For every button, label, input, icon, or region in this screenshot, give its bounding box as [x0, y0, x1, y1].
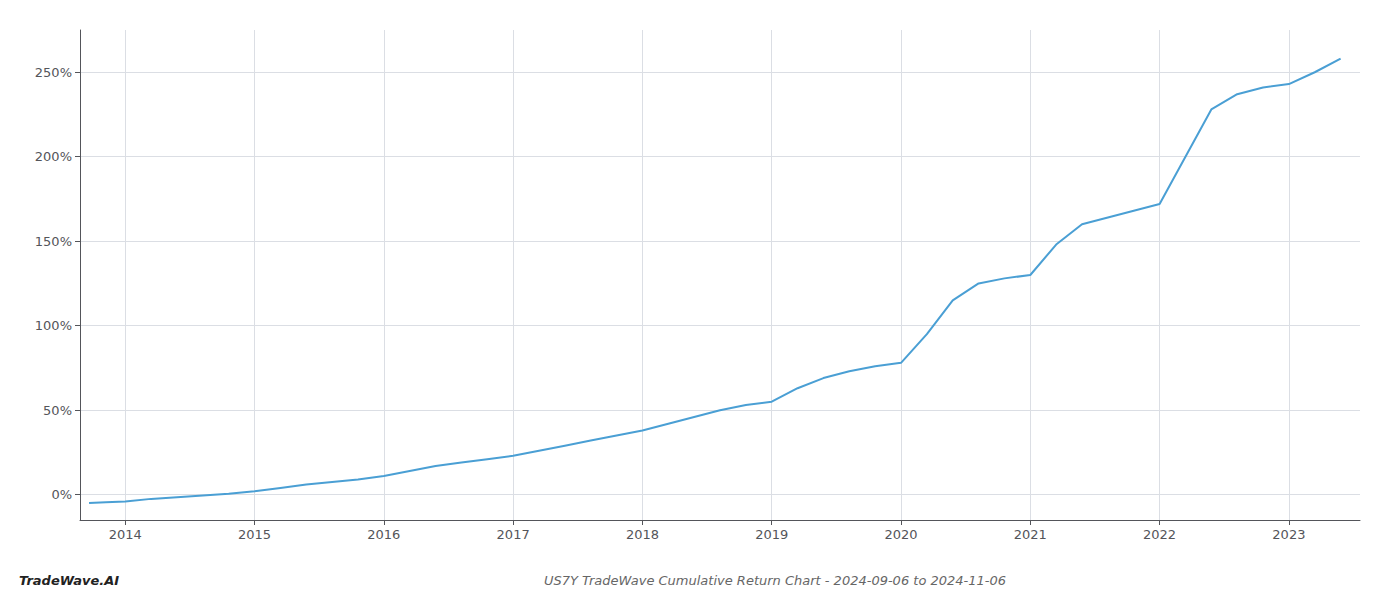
svg-text:2020: 2020 — [884, 527, 917, 542]
svg-text:2014: 2014 — [109, 527, 142, 542]
svg-text:US7Y TradeWave Cumulative Retu: US7Y TradeWave Cumulative Return Chart -… — [544, 573, 1006, 588]
svg-text:50%: 50% — [43, 403, 72, 418]
svg-text:2019: 2019 — [755, 527, 788, 542]
svg-text:100%: 100% — [35, 318, 72, 333]
svg-text:2015: 2015 — [238, 527, 271, 542]
svg-text:2017: 2017 — [497, 527, 530, 542]
svg-text:200%: 200% — [35, 149, 72, 164]
svg-text:0%: 0% — [51, 487, 72, 502]
svg-text:2023: 2023 — [1272, 527, 1305, 542]
svg-text:2022: 2022 — [1143, 527, 1176, 542]
svg-text:150%: 150% — [35, 234, 72, 249]
svg-text:2016: 2016 — [367, 527, 400, 542]
svg-text:2021: 2021 — [1014, 527, 1047, 542]
svg-text:250%: 250% — [35, 65, 72, 80]
svg-text:2018: 2018 — [626, 527, 659, 542]
svg-text:TradeWave.AI: TradeWave.AI — [19, 573, 119, 588]
